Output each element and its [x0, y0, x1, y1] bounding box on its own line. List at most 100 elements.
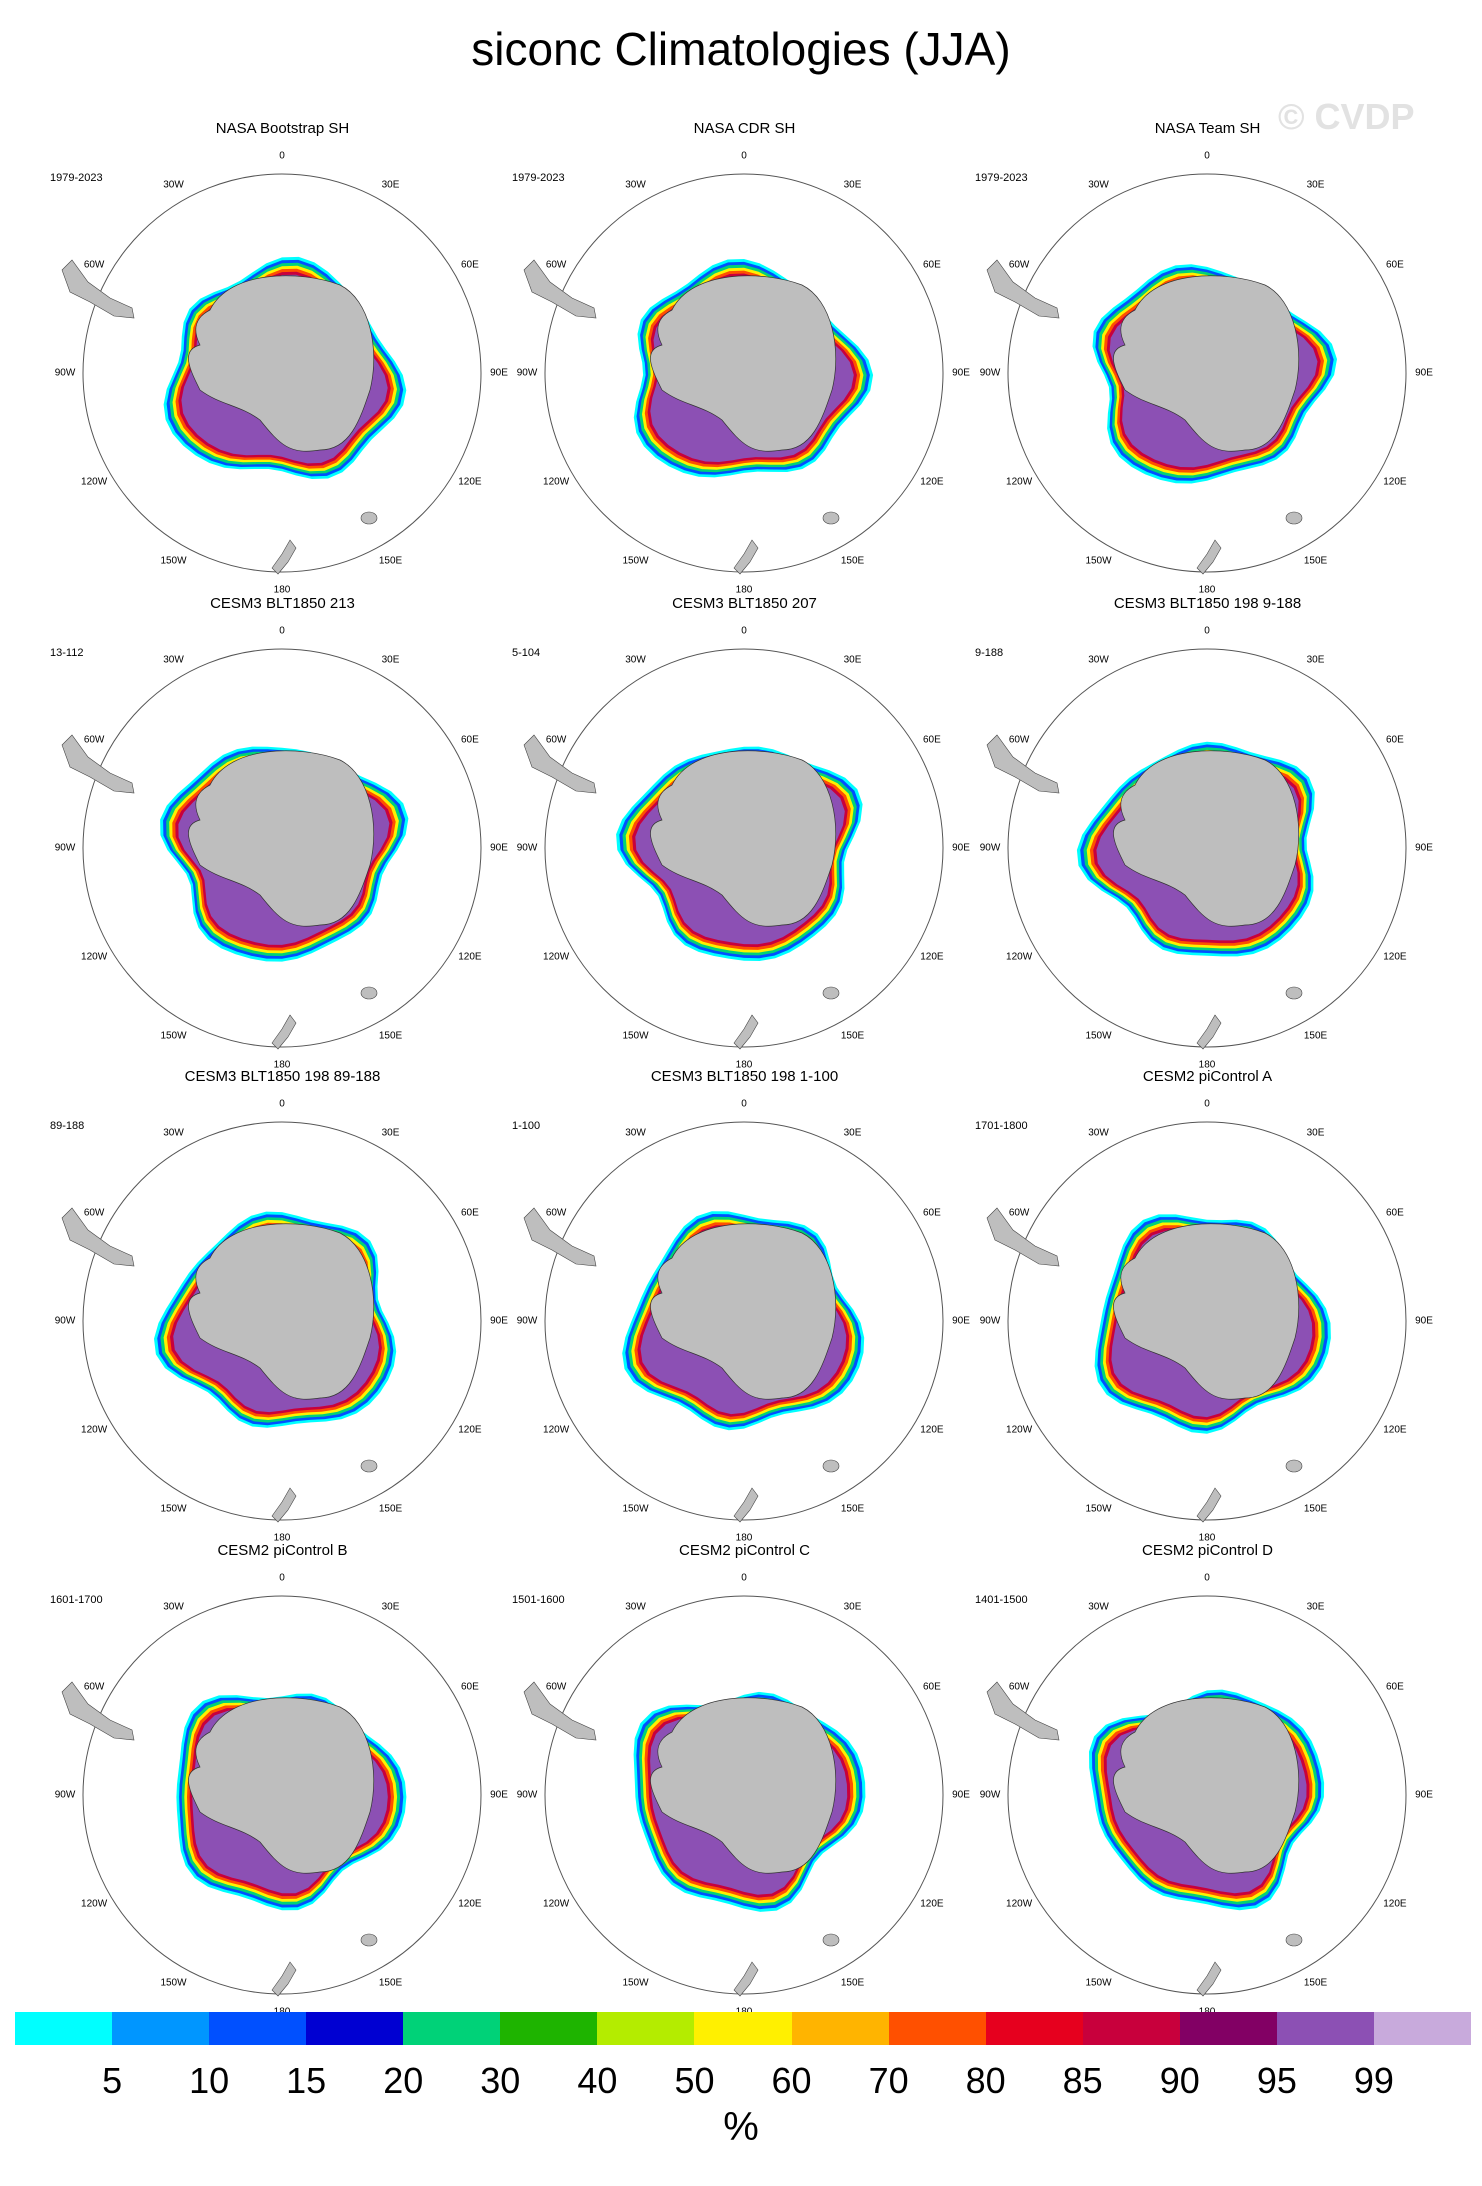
- longitude-label: 120W: [1006, 1898, 1033, 1909]
- antarctica-landmass: [650, 1223, 837, 1400]
- longitude-label: 120W: [81, 951, 108, 962]
- colorbar-tick-label: 20: [383, 2060, 424, 2101]
- new-zealand-landmass: [733, 539, 759, 575]
- panel-title: CESM3 BLT1850 198 1-100: [650, 1068, 839, 1085]
- colorbar-box: [112, 2012, 210, 2045]
- colorbar-tick-label: 40: [577, 2060, 618, 2101]
- longitude-label: 90W: [516, 1789, 538, 1801]
- longitude-label: 0: [279, 150, 285, 162]
- longitude-label: 60E: [1385, 1207, 1404, 1218]
- longitude-label: 150W: [622, 1977, 649, 1989]
- longitude-label: 90W: [54, 367, 76, 379]
- polar-map: [523, 1595, 944, 1997]
- longitude-label: 120E: [458, 1424, 482, 1435]
- antarctica-landmass: [1113, 1697, 1300, 1874]
- longitude-label: 0: [1204, 1572, 1210, 1584]
- antarctica-landmass: [650, 750, 837, 927]
- longitude-label: 30W: [163, 179, 184, 191]
- map-panel: NASA Bootstrap SH 1979-2023 0 180 30E 60E 90E 1…: [50, 120, 515, 596]
- longitude-label: 60W: [545, 734, 567, 745]
- panel-period: 1-100: [512, 1120, 541, 1132]
- longitude-label: 60E: [1385, 734, 1404, 745]
- longitude-label: 90E: [952, 842, 970, 854]
- panel-title: NASA Team SH: [1154, 120, 1261, 137]
- colorbar-tick-label: 99: [1353, 2060, 1394, 2101]
- longitude-label: 150E: [1303, 1977, 1328, 1989]
- longitude-label: 0: [1204, 150, 1210, 162]
- panel-period: 1979-2023: [512, 172, 565, 184]
- panel-period: 1979-2023: [975, 172, 1028, 184]
- longitude-label: 180: [273, 1532, 291, 1544]
- longitude-label: 30W: [1088, 179, 1109, 191]
- panel-period: 5-104: [512, 647, 541, 659]
- longitude-label: 90E: [1415, 1315, 1433, 1327]
- longitude-label: 60E: [460, 1207, 479, 1218]
- map-panel: NASA CDR SH 1979-2023 0 180 30E 60E 90E 120E 150…: [512, 120, 977, 596]
- south-america-landmass: [986, 1681, 1060, 1741]
- longitude-label: 150W: [622, 1503, 649, 1515]
- longitude-label: 150W: [1085, 1030, 1112, 1042]
- longitude-label: 150E: [1303, 1030, 1328, 1042]
- antarctica-landmass: [650, 1697, 837, 1874]
- longitude-label: 150W: [622, 1030, 649, 1042]
- longitude-label: 180: [735, 1532, 753, 1544]
- tasmania-landmass: [822, 511, 840, 525]
- longitude-label: 30E: [1306, 179, 1325, 191]
- longitude-label: 90W: [979, 367, 1001, 379]
- new-zealand-landmass: [733, 1487, 759, 1523]
- south-america-landmass: [986, 1207, 1060, 1267]
- longitude-label: 120W: [1006, 1424, 1033, 1435]
- longitude-label: 120W: [543, 1424, 570, 1435]
- longitude-label: 30E: [843, 179, 862, 191]
- longitude-label: 120E: [1383, 1424, 1407, 1435]
- longitude-label: 90W: [54, 842, 76, 854]
- polar-map: [61, 648, 482, 1050]
- longitude-label: 120W: [81, 1898, 108, 1909]
- longitude-label: 120E: [1383, 1898, 1407, 1909]
- longitude-label: 120E: [1383, 951, 1407, 962]
- longitude-label: 0: [741, 1572, 747, 1584]
- longitude-label: 120W: [543, 1898, 570, 1909]
- new-zealand-landmass: [733, 1961, 759, 1997]
- antarctica-landmass: [188, 1697, 375, 1874]
- polar-map: [523, 1121, 944, 1523]
- antarctica-landmass: [1113, 275, 1300, 452]
- tasmania-landmass: [1285, 511, 1303, 525]
- longitude-label: 0: [1204, 625, 1210, 637]
- longitude-label: 30W: [163, 1127, 184, 1139]
- longitude-label: 180: [735, 1059, 753, 1071]
- longitude-label: 90E: [490, 842, 508, 854]
- longitude-label: 180: [1198, 1059, 1216, 1071]
- south-america-landmass: [523, 1207, 597, 1267]
- south-america-landmass: [986, 259, 1060, 319]
- longitude-label: 30E: [381, 179, 400, 191]
- longitude-label: 60W: [83, 1681, 105, 1692]
- colorbar-box: [1373, 2012, 1471, 2045]
- panel-title: CESM3 BLT1850 198 89-188: [184, 1068, 381, 1085]
- colorbar-tick-label: 5: [102, 2060, 123, 2101]
- new-zealand-landmass: [733, 1014, 759, 1050]
- new-zealand-landmass: [1196, 539, 1222, 575]
- longitude-label: 60W: [1008, 1681, 1030, 1692]
- longitude-label: 30E: [843, 654, 862, 666]
- panel-title: CESM3 BLT1850 213: [210, 595, 355, 612]
- colorbar-box: [985, 2012, 1083, 2045]
- new-zealand-landmass: [1196, 1961, 1222, 1997]
- map-panel: CESM3 BLT1850 198 9-188 9-188 0 180 30E 60E 90…: [975, 595, 1440, 1071]
- new-zealand-landmass: [271, 1961, 297, 1997]
- longitude-label: 150W: [1085, 1503, 1112, 1515]
- south-america-landmass: [523, 259, 597, 319]
- longitude-label: 60E: [922, 734, 941, 745]
- polar-map: [61, 1121, 482, 1523]
- longitude-label: 150E: [378, 1977, 403, 1989]
- map-panel: CESM3 BLT1850 198 89-188 89-188 0 180 30E 60E…: [50, 1068, 515, 1544]
- panel-period: 1701-1800: [975, 1120, 1028, 1132]
- longitude-label: 30W: [625, 654, 646, 666]
- longitude-label: 120W: [1006, 951, 1033, 962]
- longitude-label: 30E: [1306, 654, 1325, 666]
- map-panel: CESM2 piControl B1601-1700018030E60E90E1…: [50, 1542, 515, 2018]
- tasmania-landmass: [360, 1459, 378, 1473]
- map-panel: CESM3 BLT1850 213 13-112 0 180 30E 60E 90E 120E…: [50, 595, 515, 1071]
- antarctica-landmass: [188, 750, 375, 927]
- longitude-label: 90E: [1415, 842, 1433, 854]
